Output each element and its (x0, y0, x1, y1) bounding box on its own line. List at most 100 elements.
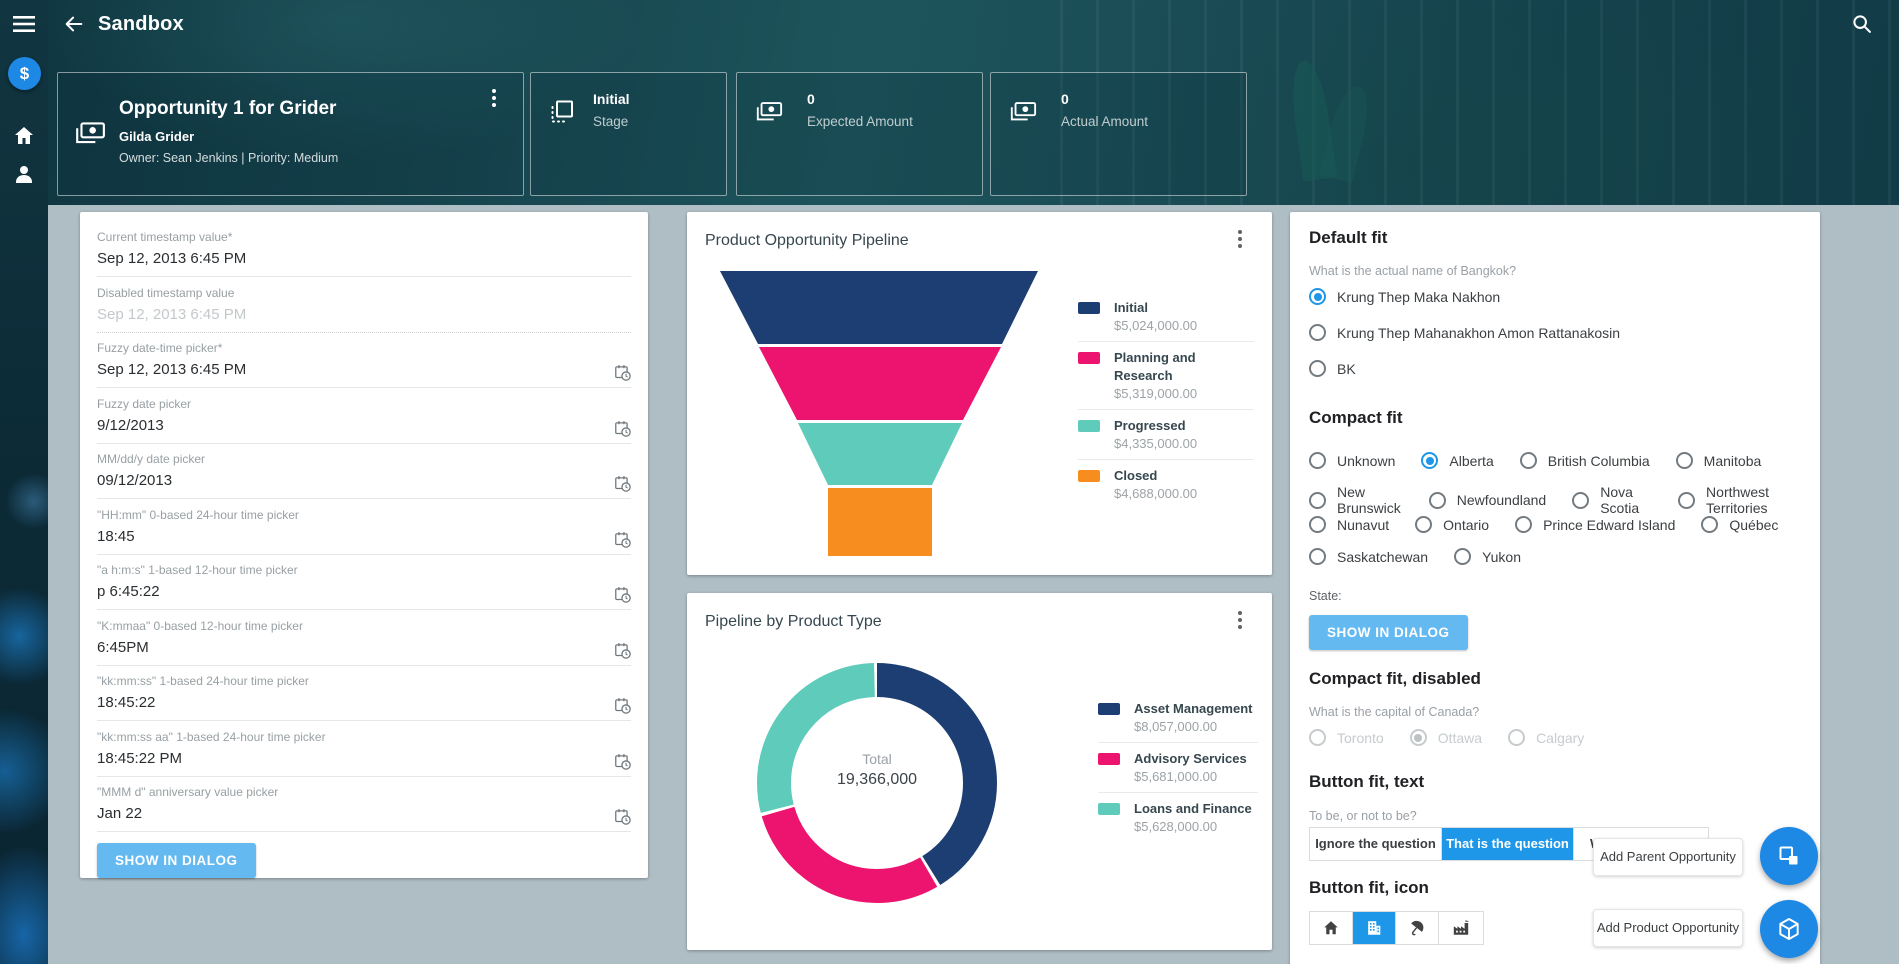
radio-icon[interactable] (1415, 516, 1433, 533)
calendar-clock-icon[interactable] (614, 475, 631, 492)
dollar-fab-icon[interactable]: $ (8, 57, 41, 90)
radio-icon[interactable] (1675, 452, 1693, 469)
radio-icon[interactable] (1309, 516, 1326, 533)
radio-icon[interactable] (1309, 324, 1326, 341)
radio-icon[interactable] (1428, 491, 1446, 509)
field-value[interactable]: Jan 22 (97, 805, 143, 822)
form-field[interactable]: "a h:m:s" 1-based 12-hour time picker p 6… (97, 555, 631, 610)
legend-item[interactable]: Advisory Services $5,681,000.00 (1098, 743, 1258, 793)
radio-icon[interactable] (1421, 452, 1439, 469)
radio-label: Nunavut (1337, 516, 1390, 533)
radio-icon[interactable] (1454, 548, 1472, 565)
legend-item[interactable]: Closed $4,688,000.00 (1078, 460, 1254, 509)
radio-icon[interactable] (1701, 516, 1719, 533)
form-field[interactable]: Current timestamp value* Sep 12, 2013 6:4… (97, 222, 631, 277)
radio-label: British Columbia (1547, 452, 1650, 469)
radio-option[interactable]: Krung Thep Maka Nakhon (1309, 288, 1526, 305)
back-arrow-icon[interactable] (63, 13, 85, 35)
form-field[interactable]: "kk:mm:ss" 1-based 24-hour time picker 18… (97, 666, 631, 721)
opportunity-header-card[interactable]: Opportunity 1 for Grider Gilda Grider Ow… (57, 72, 524, 196)
compact-fit-disabled-heading: Compact fit, disabled (1309, 669, 1481, 688)
legend-value: $5,319,000.00 (1114, 386, 1198, 401)
kebab-menu-icon[interactable] (1238, 611, 1242, 629)
calendar-clock-icon[interactable] (614, 642, 631, 659)
field-value[interactable]: 18:45:22 (97, 694, 156, 711)
radio-icon[interactable] (1515, 516, 1533, 533)
donut-legend: Asset Management $8,057,000.00 Advisory … (1098, 693, 1258, 842)
form-field[interactable]: "kk:mm:ss aa" 1-based 24-hour time picke… (97, 722, 631, 777)
stage-stat-card[interactable]: Initial Stage (530, 72, 727, 196)
segment-button[interactable]: That is the question (1442, 828, 1574, 860)
search-icon[interactable] (1851, 13, 1873, 35)
field-value[interactable]: 9/12/2013 (97, 416, 164, 434)
calendar-clock-icon[interactable] (614, 697, 631, 714)
show-in-dialog-button[interactable]: SHOW IN DIALOG (1309, 615, 1468, 650)
icon-button-group (1309, 911, 1484, 945)
field-value[interactable]: Sep 12, 2013 6:45 PM (97, 361, 247, 378)
radio-label: Ontario (1443, 516, 1490, 533)
legend-item[interactable]: Loans and Finance $5,628,000.00 (1098, 793, 1258, 842)
office-building-icon[interactable] (1353, 912, 1396, 944)
home-icon[interactable] (12, 124, 36, 148)
donut-chart[interactable] (757, 663, 997, 903)
legend-item[interactable]: Initial $5,024,000.00 (1078, 292, 1254, 342)
radio-icon[interactable] (1678, 491, 1696, 509)
field-value[interactable]: p 6:45:22 (97, 583, 160, 600)
form-field[interactable]: "HH:mm" 0-based 24-hour time picker 18:45 (97, 500, 631, 555)
beach-umbrella-icon[interactable] (1396, 912, 1439, 944)
actual-amount-stat-card[interactable]: 0 Actual Amount (990, 72, 1247, 196)
form-field[interactable]: MM/dd/y date picker 09/12/2013 (97, 444, 631, 499)
kebab-menu-icon[interactable] (1238, 230, 1242, 248)
field-value[interactable]: Sep 12, 2013 6:45 PM (97, 250, 247, 267)
form-field[interactable]: "MMM d" anniversary value picker Jan 22 (97, 777, 631, 832)
radio-icon[interactable] (1309, 491, 1326, 509)
field-value[interactable]: 09/12/2013 (97, 472, 173, 489)
radio-label: Manitoba (1703, 452, 1762, 469)
radio-icon[interactable] (1309, 360, 1326, 377)
radio-icon[interactable] (1309, 288, 1326, 305)
form-field[interactable]: "K:mmaa" 0-based 12-hour time picker 6:45… (97, 611, 631, 666)
field-label: "K:mmaa" 0-based 12-hour time picker (97, 618, 303, 633)
form-field[interactable]: Fuzzy date picker 9/12/2013 (97, 389, 631, 444)
legend-item[interactable]: Progressed $4,335,000.00 (1078, 410, 1254, 460)
radio-icon[interactable] (1572, 491, 1590, 509)
segment-button[interactable]: Ignore the question (1310, 828, 1442, 860)
field-label: Fuzzy date-time picker* (97, 341, 223, 355)
calendar-clock-icon[interactable] (614, 364, 631, 381)
radio-icon[interactable] (1519, 452, 1537, 469)
radio-option[interactable]: BK (1309, 360, 1382, 377)
factory-icon[interactable] (1439, 912, 1482, 944)
calendar-clock-icon[interactable] (614, 420, 631, 437)
radio-icon[interactable] (1309, 452, 1326, 469)
legend-item[interactable]: Asset Management $8,057,000.00 (1098, 693, 1258, 743)
legend-item[interactable]: Planning and Research $5,319,000.00 (1078, 342, 1254, 410)
calendar-clock-icon[interactable] (614, 808, 631, 825)
calendar-clock-icon[interactable] (614, 531, 631, 548)
show-in-dialog-button[interactable]: SHOW IN DIALOG (97, 842, 256, 878)
person-icon[interactable] (12, 162, 36, 186)
form-field[interactable]: Fuzzy date-time picker* Sep 12, 2013 6:45… (97, 333, 631, 388)
field-value[interactable]: 18:45 (97, 527, 135, 545)
radio-icon[interactable] (1309, 548, 1326, 565)
field-label: Current timestamp value* (97, 230, 233, 244)
add-parent-opportunity-fab[interactable] (1760, 827, 1818, 885)
radio-option[interactable]: Krung Thep Mahanakhon Amon Rattanakosin (1309, 324, 1646, 341)
legend-name: Advisory Services (1134, 751, 1247, 766)
product-opportunity-icon (1776, 916, 1802, 942)
donut-chart-title: Pipeline by Product Type (705, 613, 882, 630)
field-value[interactable]: 18:45:22 PM (97, 749, 183, 767)
calendar-clock-icon[interactable] (614, 753, 631, 770)
legend-swatch (1078, 420, 1100, 432)
radio-row: Saskatchewan Yukon (1309, 548, 1547, 565)
calendar-clock-icon[interactable] (614, 586, 631, 603)
home-icon[interactable] (1310, 912, 1353, 944)
expected-amount-value: 0 (807, 91, 815, 107)
expected-amount-stat-card[interactable]: 0 Expected Amount (736, 72, 983, 196)
add-product-opportunity-fab[interactable] (1760, 900, 1818, 958)
kebab-menu-icon[interactable] (492, 89, 496, 107)
legend-value: $5,681,000.00 (1134, 769, 1218, 784)
funnel-chart[interactable] (720, 268, 1040, 558)
field-value[interactable]: 6:45PM (97, 638, 149, 656)
menu-icon[interactable] (13, 14, 35, 34)
radio-label: Québec (1729, 516, 1779, 533)
